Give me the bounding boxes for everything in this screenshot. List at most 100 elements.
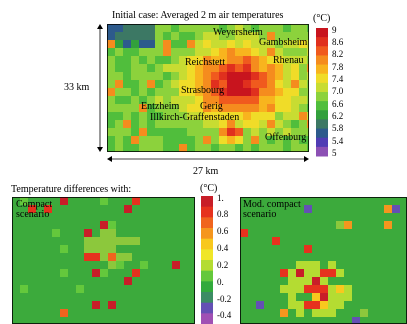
temperature-cell — [267, 88, 275, 96]
mod-compact-scenario-label: Mod. compact scenario — [243, 200, 301, 220]
temperature-cell — [131, 64, 139, 72]
temperature-cell — [243, 112, 251, 120]
temperature-cell — [259, 144, 267, 152]
colorbar-segment — [201, 292, 213, 304]
temperature-cell — [107, 96, 115, 104]
temperature-cell — [211, 56, 219, 64]
difference-cell — [312, 277, 320, 285]
temperature-cell — [267, 80, 275, 88]
temperature-cell — [139, 80, 147, 88]
temperature-cell — [227, 72, 235, 80]
temperature-cell — [123, 80, 131, 88]
temperature-cell — [123, 88, 131, 96]
temperature-cell — [203, 104, 211, 112]
temperature-cell — [283, 48, 291, 56]
temperature-cell — [163, 24, 171, 32]
temperature-cell — [291, 144, 299, 152]
temperature-cell — [115, 48, 123, 56]
temperature-cell — [163, 104, 171, 112]
difference-cell — [76, 285, 84, 293]
temperature-cell — [179, 128, 187, 136]
temperature-cell — [259, 88, 267, 96]
temperature-cell — [195, 120, 203, 128]
difference-cell — [60, 309, 68, 317]
difference-cell — [320, 285, 328, 293]
top-colorbar-tick: 5.4 — [332, 136, 344, 146]
compact-scenario-heatmap — [12, 197, 195, 324]
temperature-cell — [187, 48, 195, 56]
temperature-cell — [291, 32, 299, 40]
temperature-cell — [155, 120, 163, 128]
colorbar-segment — [201, 206, 213, 218]
temperature-cell — [211, 24, 219, 32]
temperature-cell — [211, 128, 219, 136]
temperature-cell — [179, 120, 187, 128]
temperature-cell — [195, 136, 203, 144]
temperature-cell — [195, 64, 203, 72]
temperature-cell — [195, 112, 203, 120]
temperature-cell — [139, 136, 147, 144]
temperature-cell — [283, 96, 291, 104]
temperature-cell — [299, 24, 307, 32]
temperature-cell — [163, 120, 171, 128]
temperature-cell — [235, 48, 243, 56]
difference-cell — [92, 245, 100, 253]
temperature-cell — [299, 40, 307, 48]
difference-cell — [336, 285, 344, 293]
temperature-cell — [259, 72, 267, 80]
temperature-cell — [131, 136, 139, 144]
difference-cell — [360, 309, 368, 317]
temperature-cell — [179, 88, 187, 96]
temperature-cell — [131, 80, 139, 88]
temperature-cell — [147, 96, 155, 104]
temperature-cell — [107, 80, 115, 88]
temperature-cell — [235, 96, 243, 104]
mod-compact-scenario-label-line: scenario — [243, 209, 277, 220]
colorbar-segment — [201, 228, 213, 240]
bottom-colorbar-tick: 0.8 — [217, 209, 229, 219]
difference-cell — [304, 277, 312, 285]
temperature-cell — [299, 56, 307, 64]
temperature-cell — [195, 104, 203, 112]
temperature-cell — [139, 48, 147, 56]
temperature-cell — [243, 88, 251, 96]
temperature-cell — [211, 96, 219, 104]
temperature-cell — [187, 144, 195, 152]
temperature-cell — [259, 32, 267, 40]
temperature-cell — [179, 48, 187, 56]
temperature-cell — [235, 88, 243, 96]
temperature-cell — [211, 80, 219, 88]
difference-cell — [44, 205, 52, 213]
temperature-cell — [307, 56, 309, 64]
difference-cell — [100, 245, 108, 253]
temperature-cell — [115, 96, 123, 104]
temperature-cell — [267, 144, 275, 152]
temperature-cell — [131, 88, 139, 96]
temperature-cell — [275, 104, 283, 112]
difference-cell — [344, 293, 352, 301]
temperature-cell — [131, 72, 139, 80]
temperature-cell — [227, 24, 235, 32]
colorbar-segment — [316, 46, 328, 56]
temperature-cell — [267, 120, 275, 128]
temperature-cell — [131, 48, 139, 56]
difference-cell — [336, 221, 344, 229]
difference-cell — [336, 293, 344, 301]
difference-cell — [296, 309, 304, 317]
difference-cell — [320, 301, 328, 309]
temperature-cell — [251, 104, 259, 112]
temperature-cell — [235, 64, 243, 72]
temperature-cell — [195, 88, 203, 96]
temperature-cell — [211, 136, 219, 144]
temperature-cell — [187, 96, 195, 104]
top-colorbar-tick: 7.4 — [332, 74, 344, 84]
temperature-cell — [267, 136, 275, 144]
temperature-cell — [211, 40, 219, 48]
temperature-cell — [107, 48, 115, 56]
width-label: 27 km — [193, 166, 219, 177]
temperature-cell — [299, 112, 307, 120]
temperature-cell — [147, 56, 155, 64]
colorbar-segment — [316, 101, 328, 111]
temperature-cell — [179, 136, 187, 144]
temperature-cell — [243, 72, 251, 80]
